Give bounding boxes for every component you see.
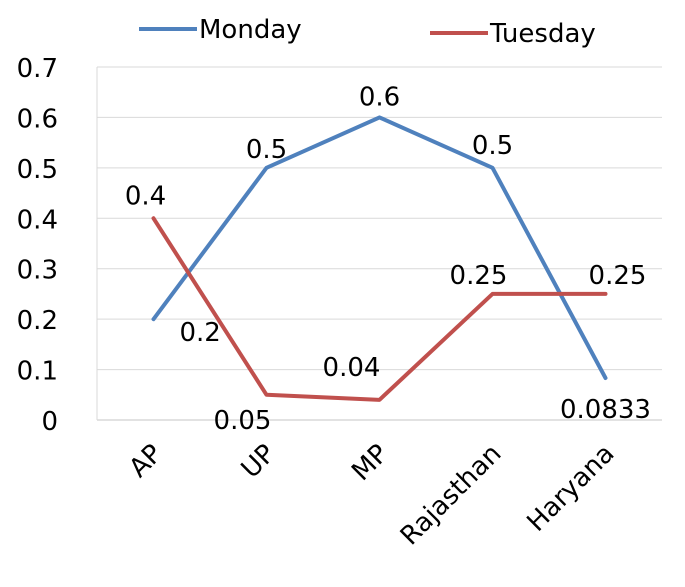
- legend-label-tuesday: Tuesday: [489, 19, 596, 49]
- y-tick-label: 0.2: [17, 306, 58, 336]
- data-label-monday: 0.6: [359, 82, 400, 112]
- y-tick-label: 0.3: [17, 256, 58, 286]
- data-label-tuesday: 0.4: [125, 181, 166, 211]
- y-tick-label: 0.4: [17, 205, 58, 235]
- data-label-monday: 0.0833: [560, 395, 651, 425]
- data-label-tuesday: 0.04: [323, 353, 381, 383]
- x-tick-label: MP: [346, 439, 394, 487]
- data-label-tuesday: 0.25: [450, 261, 508, 291]
- data-label-monday: 0.2: [180, 318, 221, 348]
- data-label-tuesday: 0.05: [214, 406, 272, 436]
- data-labels: 0.2 0.5 0.6 0.5 0.0833 0.4 0.05 0.04 0.25 0.25: [125, 82, 651, 435]
- x-tick-label: AP: [124, 439, 169, 484]
- y-tick-label: 0.7: [17, 54, 58, 84]
- legend: Monday Tuesday: [139, 15, 596, 49]
- x-tick-label: UP: [236, 439, 282, 485]
- y-tick-label: 0.5: [17, 155, 58, 185]
- data-label-monday: 0.5: [472, 131, 513, 161]
- legend-label-monday: Monday: [199, 15, 302, 45]
- data-label-tuesday: 0.25: [589, 261, 647, 291]
- y-tick-label: 0.6: [17, 104, 58, 134]
- x-tick-label: Haryana: [522, 439, 621, 538]
- data-label-monday: 0.5: [246, 135, 287, 165]
- y-tick-label: 0: [41, 407, 58, 437]
- y-axis: 0 0.1 0.2 0.3 0.4 0.5 0.6 0.7: [17, 54, 97, 437]
- series-line-monday: [154, 117, 606, 378]
- y-tick-label: 0.1: [17, 357, 58, 387]
- x-tick-label: Rajasthan: [395, 439, 508, 552]
